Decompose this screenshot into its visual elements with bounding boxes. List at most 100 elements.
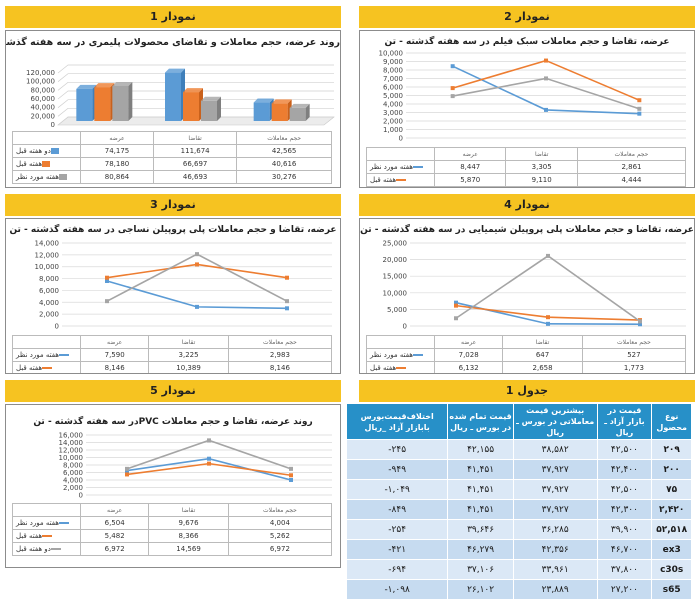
y-tick-label: 0	[55, 323, 59, 331]
series-name: هفته مورد نظر	[370, 351, 413, 359]
y-tick-label: 15,000	[383, 273, 408, 281]
data-cell: 4,444	[576, 173, 687, 187]
table-row: دو هفته قبل 74,175 111,674 42,565	[12, 144, 332, 158]
table-row: هفته قبل 5,482 8,366 5,262	[12, 529, 333, 543]
y-tick-label: 4,000	[39, 299, 59, 307]
chart-4-plot: 0 5,000 10,000 15,000 20,000 25,000	[383, 240, 686, 331]
category-label: حجم معاملات	[236, 131, 332, 145]
data-point	[450, 86, 455, 91]
gridline	[57, 99, 334, 108]
data-point	[285, 306, 289, 311]
table-row: -۸۴۹ ۴۱,۴۵۱ ۳۷,۹۲۷ ۴۲,۳۰۰ ۲,۴۲۰	[345, 499, 692, 520]
chart-3-panel: نمودار 3 عرضه، تقاضا و حجم معاملات پلی پ…	[5, 194, 341, 374]
y-tick-label: 5,000	[387, 306, 407, 314]
data-point	[454, 303, 458, 308]
series-name: هفته قبل	[370, 364, 397, 372]
table-cell: ۳۷,۹۲۷	[512, 499, 598, 520]
chart-4-title: عرضه، تقاضا و حجم معاملات پلی پروپیلن شی…	[360, 225, 694, 235]
data-cell: 14,569	[148, 542, 229, 556]
data-point	[207, 461, 211, 466]
chart-2-label: نمودار 2	[359, 6, 695, 28]
table-row: هفته قبل 6,132 2,658 1,773	[366, 361, 687, 373]
y-tick-label: 80,000	[31, 86, 56, 94]
table-cell: ۲۰۰	[651, 459, 692, 480]
chart-5-panel: نمودار 5 روند عرضه، تقاضا و حجم معاملات …	[5, 380, 341, 568]
gridline	[57, 107, 334, 117]
y-tick-label: 120,000	[26, 69, 55, 77]
table-cell: ۳۹,۶۴۶	[447, 519, 514, 540]
data-cell: 111,674	[152, 144, 238, 158]
data-cell: 10,389	[148, 361, 229, 373]
data-cell: 3,435	[576, 186, 687, 187]
data-point	[546, 315, 550, 320]
legend-swatch	[396, 367, 407, 369]
data-cell: 4,004	[227, 516, 333, 530]
y-tick-label: 10,000	[383, 289, 408, 297]
bar	[289, 103, 310, 121]
series-line	[452, 65, 640, 115]
bar	[253, 98, 274, 121]
y-tick-label: 5,000	[383, 92, 403, 100]
table-corner	[12, 503, 81, 517]
table-cell: ۲۳,۸۸۹	[512, 579, 598, 600]
table-cell: ex3	[651, 539, 692, 560]
y-tick-label: 10,000	[35, 263, 60, 271]
chart-5-data-table: عرضه تقاضا حجم معاملات هفته مورد نظر 6,504 9,…	[12, 503, 333, 556]
category-label: عرضه	[79, 503, 150, 517]
table-cell: -۱,۰۹۸	[345, 579, 449, 600]
table-cell: ۳۷,۹۲۷	[512, 459, 598, 480]
table-cell: ۲,۴۲۰	[651, 499, 692, 520]
category-label: تقاضا	[148, 503, 229, 517]
data-cell: 40,616	[236, 157, 332, 171]
chart-5-title: روند عرضه، تقاضا و حجم معاملات PVCدر سه …	[33, 417, 313, 427]
legend-swatch	[58, 174, 67, 180]
data-cell: 9,110	[505, 173, 578, 187]
y-tick-label: 20,000	[383, 256, 408, 264]
y-tick-label: 8,000	[383, 67, 403, 75]
table-row: هفته مورد نظر 8,447 3,305 2,861	[366, 160, 687, 174]
category-label: عرضه	[80, 131, 154, 145]
category-label: حجم معاملات	[576, 147, 687, 161]
series-line	[455, 301, 641, 326]
table-cell: ۲۶,۱۰۲	[447, 579, 514, 600]
data-cell: 7,590	[79, 348, 150, 362]
table-cell: ۳۷,۱۰۶	[447, 559, 514, 580]
series-name: هفته مورد نظر	[16, 519, 59, 527]
data-cell: 6,504	[79, 516, 150, 530]
data-cell: 66,697	[152, 157, 238, 171]
bar	[112, 81, 133, 121]
legend-swatch	[50, 548, 61, 550]
data-cell: 80,864	[80, 170, 154, 184]
table-row: -۲۴۵ ۴۲,۱۵۵ ۳۸,۵۸۲ ۴۲,۵۰۰ ۲۰۹	[345, 439, 692, 460]
category-label: عرضه	[433, 147, 507, 161]
y-tick-label: 0	[79, 492, 83, 500]
table-row: -۲۵۴ ۳۹,۶۴۶ ۳۶,۲۸۵ ۳۹,۹۰۰ ۵۲,۵۱۸	[345, 519, 692, 540]
bar	[94, 83, 115, 121]
series-name: هفته قبل	[370, 176, 397, 184]
category-label: تقاضا	[152, 131, 238, 145]
chart-4-data-table: عرضه تقاضا حجم معاملات هفته مورد نظر 7,028 64…	[366, 335, 687, 373]
bar	[271, 99, 292, 121]
table-cell: ۳۶,۲۸۵	[512, 519, 598, 540]
data-cell: 30,276	[236, 170, 332, 184]
series-label: هفته مورد نظر	[366, 348, 435, 362]
table-cell: ۴۲,۴۰۰	[596, 459, 653, 480]
y-tick-label: 3,000	[383, 109, 403, 117]
y-tick-label: 7,000	[383, 75, 403, 83]
data-cell: 8,146	[227, 361, 333, 373]
series-name: هفته قبل	[16, 364, 43, 372]
legend-swatch	[58, 522, 69, 524]
table-row: دو هفته قبل4,9307,0113,435	[366, 186, 687, 187]
y-tick-label: 2,000	[39, 311, 59, 319]
table-cell: -۸۴۹	[345, 499, 449, 520]
y-tick-label: 0	[399, 135, 403, 143]
chart-4-label: نمودار 4	[359, 194, 695, 216]
data-point	[544, 107, 548, 112]
y-tick-label: 9,000	[383, 58, 403, 66]
table-cell: ۴۱,۴۵۱	[447, 459, 514, 480]
y-tick-label: 40,000	[31, 104, 56, 112]
data-cell: 8,447	[433, 160, 507, 174]
chart-1-label: نمودار 1	[5, 6, 341, 28]
y-tick-label: 14,000	[35, 240, 60, 248]
table-row: هفته مورد نظر 7,590 3,225 2,983	[12, 348, 333, 362]
